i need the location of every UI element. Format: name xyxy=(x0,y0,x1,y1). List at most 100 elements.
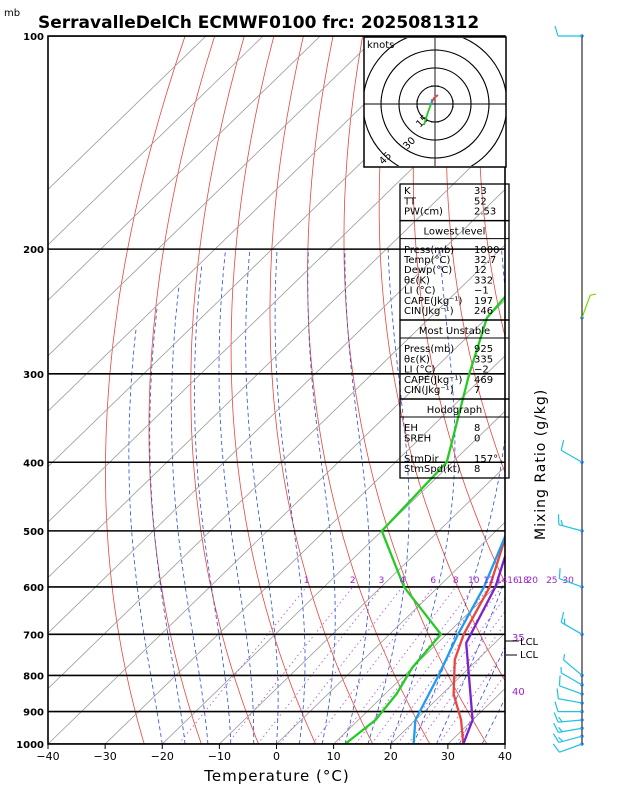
pressure-tick-label: 700 xyxy=(23,630,44,641)
chart-title: SerravalleDelCh ECMWF0100 frc: 202508131… xyxy=(38,13,479,33)
index-value: 469 xyxy=(474,375,493,386)
hodograph-unit-label: knots xyxy=(367,40,394,51)
isotherm-line xyxy=(48,299,505,744)
index-name: PW(cm) xyxy=(404,207,443,218)
index-value: 52 xyxy=(474,196,487,207)
isotherm-line xyxy=(104,355,505,744)
wind-barb xyxy=(558,568,584,589)
mixing-ratio-value-label: 16 xyxy=(507,576,519,586)
index-value: 335 xyxy=(474,354,493,365)
moist-adiabat-line xyxy=(344,249,370,744)
temperature-tick-label: 10 xyxy=(327,750,341,763)
index-name: StmSpd(kt) xyxy=(404,464,461,475)
index-name: CIN(Jkg⁻¹) xyxy=(404,385,454,396)
dry-adiabat-line xyxy=(599,4,618,759)
index-value: 246 xyxy=(474,306,493,317)
index-name: StmDir xyxy=(404,454,439,465)
index-name: LI (°C) xyxy=(404,365,436,376)
mixing-ratio-value-label: 3 xyxy=(379,576,385,586)
pressure-tick-label: 900 xyxy=(23,708,44,719)
mixing-ratio-value-label: 1 xyxy=(304,576,310,586)
temperature-tick-label: 40 xyxy=(498,750,512,763)
hodograph: knots 15 30 45 xyxy=(363,36,507,168)
index-value: 32.7 xyxy=(474,255,496,266)
hodograph-trace-high xyxy=(430,98,433,105)
isotherm-line xyxy=(48,36,264,246)
index-name: CAPE(Jkg⁻¹) xyxy=(404,375,462,386)
moist-adiabat-line xyxy=(149,305,186,744)
dewpoint-line xyxy=(344,295,505,744)
mixing-ratio-value-label: 30 xyxy=(562,576,574,586)
wind-barb xyxy=(558,675,584,696)
isotherm-line xyxy=(275,521,505,744)
mixing-ratio-value-label: 12 xyxy=(483,576,494,586)
moist-adiabat-line xyxy=(307,249,336,744)
temperature-axis: −40 −30 −20 −10 0 10 20 30 40 xyxy=(36,744,512,763)
theta-35-label: 35 xyxy=(512,633,525,644)
index-name: CAPE(Jkg⁻¹) xyxy=(404,296,462,307)
isotherm-line xyxy=(48,133,505,579)
mixing-ratio-line xyxy=(257,586,382,744)
mixing-ratio-value-label: 8 xyxy=(453,576,459,586)
index-value: 1000 xyxy=(474,245,499,256)
wind-barb xyxy=(554,701,584,714)
wind-barb xyxy=(556,688,584,705)
wind-barb xyxy=(553,722,584,733)
x-axis-label: Temperature (°C) xyxy=(203,767,349,785)
hodograph-trace-low xyxy=(423,103,432,126)
isotherm-line xyxy=(48,36,378,357)
indices-section-title: Most Unstable xyxy=(419,326,490,337)
mixing-ratio-value-label: 4 xyxy=(400,576,406,586)
indices-section-title: Lowest level xyxy=(424,227,486,238)
dry-adiabat-line xyxy=(230,36,317,744)
mixing-ratio-value-label: 14 xyxy=(496,576,508,586)
index-name: EH xyxy=(404,423,418,434)
mixing-ratio-value-label: 25 xyxy=(546,576,557,586)
wind-barb xyxy=(560,667,584,687)
index-name: LI (°C) xyxy=(404,286,436,297)
temperature-tick-label: −30 xyxy=(94,750,117,763)
pressure-tick-label: 300 xyxy=(23,370,44,381)
index-name: θε(K) xyxy=(404,354,430,365)
index-value: 332 xyxy=(474,275,493,286)
wind-barb xyxy=(553,712,584,723)
isotherm-line xyxy=(48,244,505,690)
lcl-label: LCL xyxy=(520,650,539,661)
index-name: Temp(°C) xyxy=(403,255,451,266)
isotherm-line xyxy=(333,577,505,744)
pressure-tick-label: 400 xyxy=(23,458,44,469)
mixing-ratio-line xyxy=(178,586,307,744)
profile-lines xyxy=(344,295,505,744)
dry-adiabat-line xyxy=(190,36,259,744)
mixing-ratio-value-label: 2 xyxy=(350,576,356,586)
dry-adiabat-line xyxy=(378,36,505,682)
isotherm-line xyxy=(218,466,505,744)
wind-barb xyxy=(552,733,584,744)
mixing-ratio-value-label: 20 xyxy=(526,576,538,586)
temperature-tick-label: −40 xyxy=(36,750,59,763)
dry-adiabat-line xyxy=(570,4,618,759)
index-name: CIN(Jkg⁻¹) xyxy=(404,306,454,317)
index-name: θε(K) xyxy=(404,275,430,286)
isotherm-line xyxy=(48,36,321,301)
moist-adiabat-line xyxy=(194,264,232,744)
isobars xyxy=(48,36,505,744)
index-name: Press(mb) xyxy=(404,245,454,256)
mixing-ratio-value-label: 18 xyxy=(517,576,529,586)
wind-barb xyxy=(563,654,584,677)
dry-adiabat-line xyxy=(148,36,216,744)
pressure-tick-label: 600 xyxy=(23,583,44,594)
indices-section-title: Hodograph xyxy=(427,405,482,416)
mixing-ratio-axis-label: Mixing Ratio (g/kg) xyxy=(533,389,549,540)
isotherm-line xyxy=(48,36,436,412)
dry-adiabat-line xyxy=(478,36,505,339)
index-value: 12 xyxy=(474,265,487,276)
lcl-parcel-label: LCL xyxy=(520,637,539,648)
wind-barb xyxy=(552,742,584,753)
index-value: 8 xyxy=(474,464,480,475)
isotherm-line xyxy=(161,410,505,744)
pressure-unit-label: mb xyxy=(4,8,20,19)
isotherm-line xyxy=(48,188,505,634)
parcel-line xyxy=(462,552,505,744)
